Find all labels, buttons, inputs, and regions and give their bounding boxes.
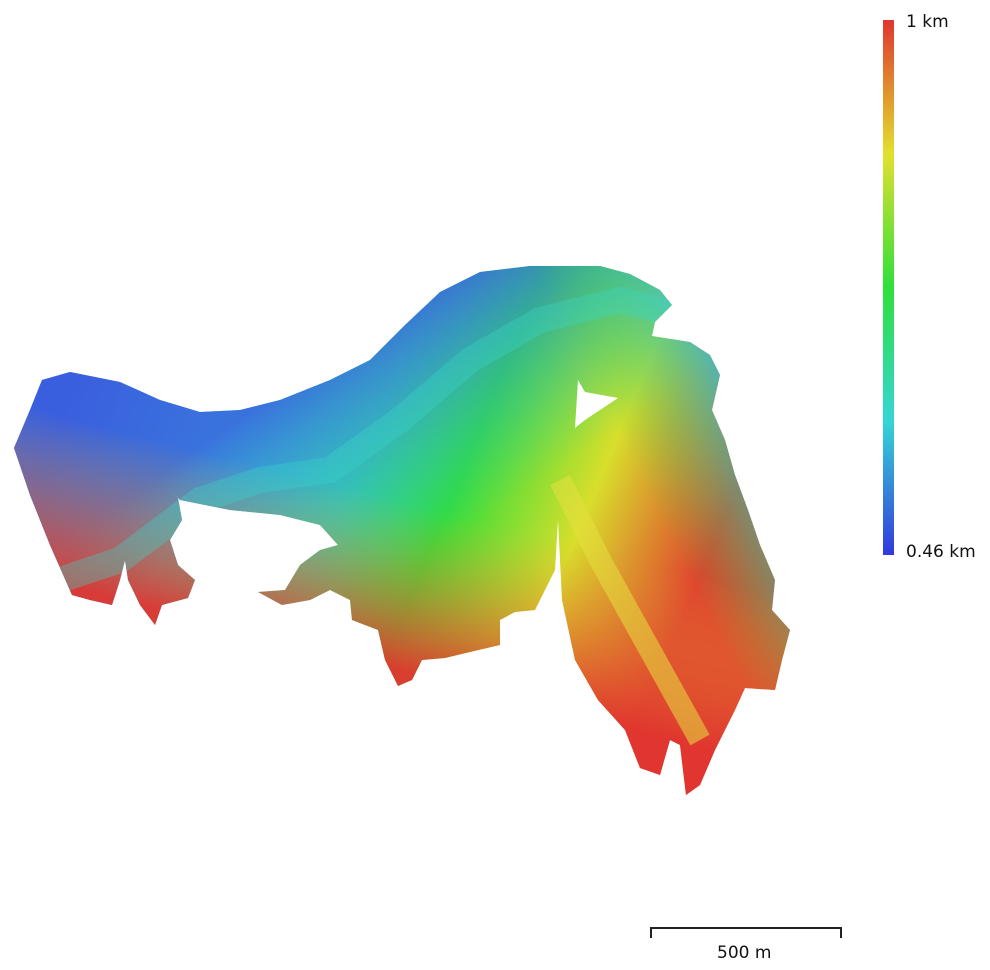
terrain-hole <box>575 380 618 428</box>
scale-bar <box>650 927 842 938</box>
legend-min-label: 0.46 km <box>906 542 976 562</box>
terrain-surface <box>14 266 790 795</box>
legend-max-label: 1 km <box>906 12 949 32</box>
legend-color-bar <box>883 20 894 555</box>
scale-bar-label: 500 m <box>717 943 772 963</box>
